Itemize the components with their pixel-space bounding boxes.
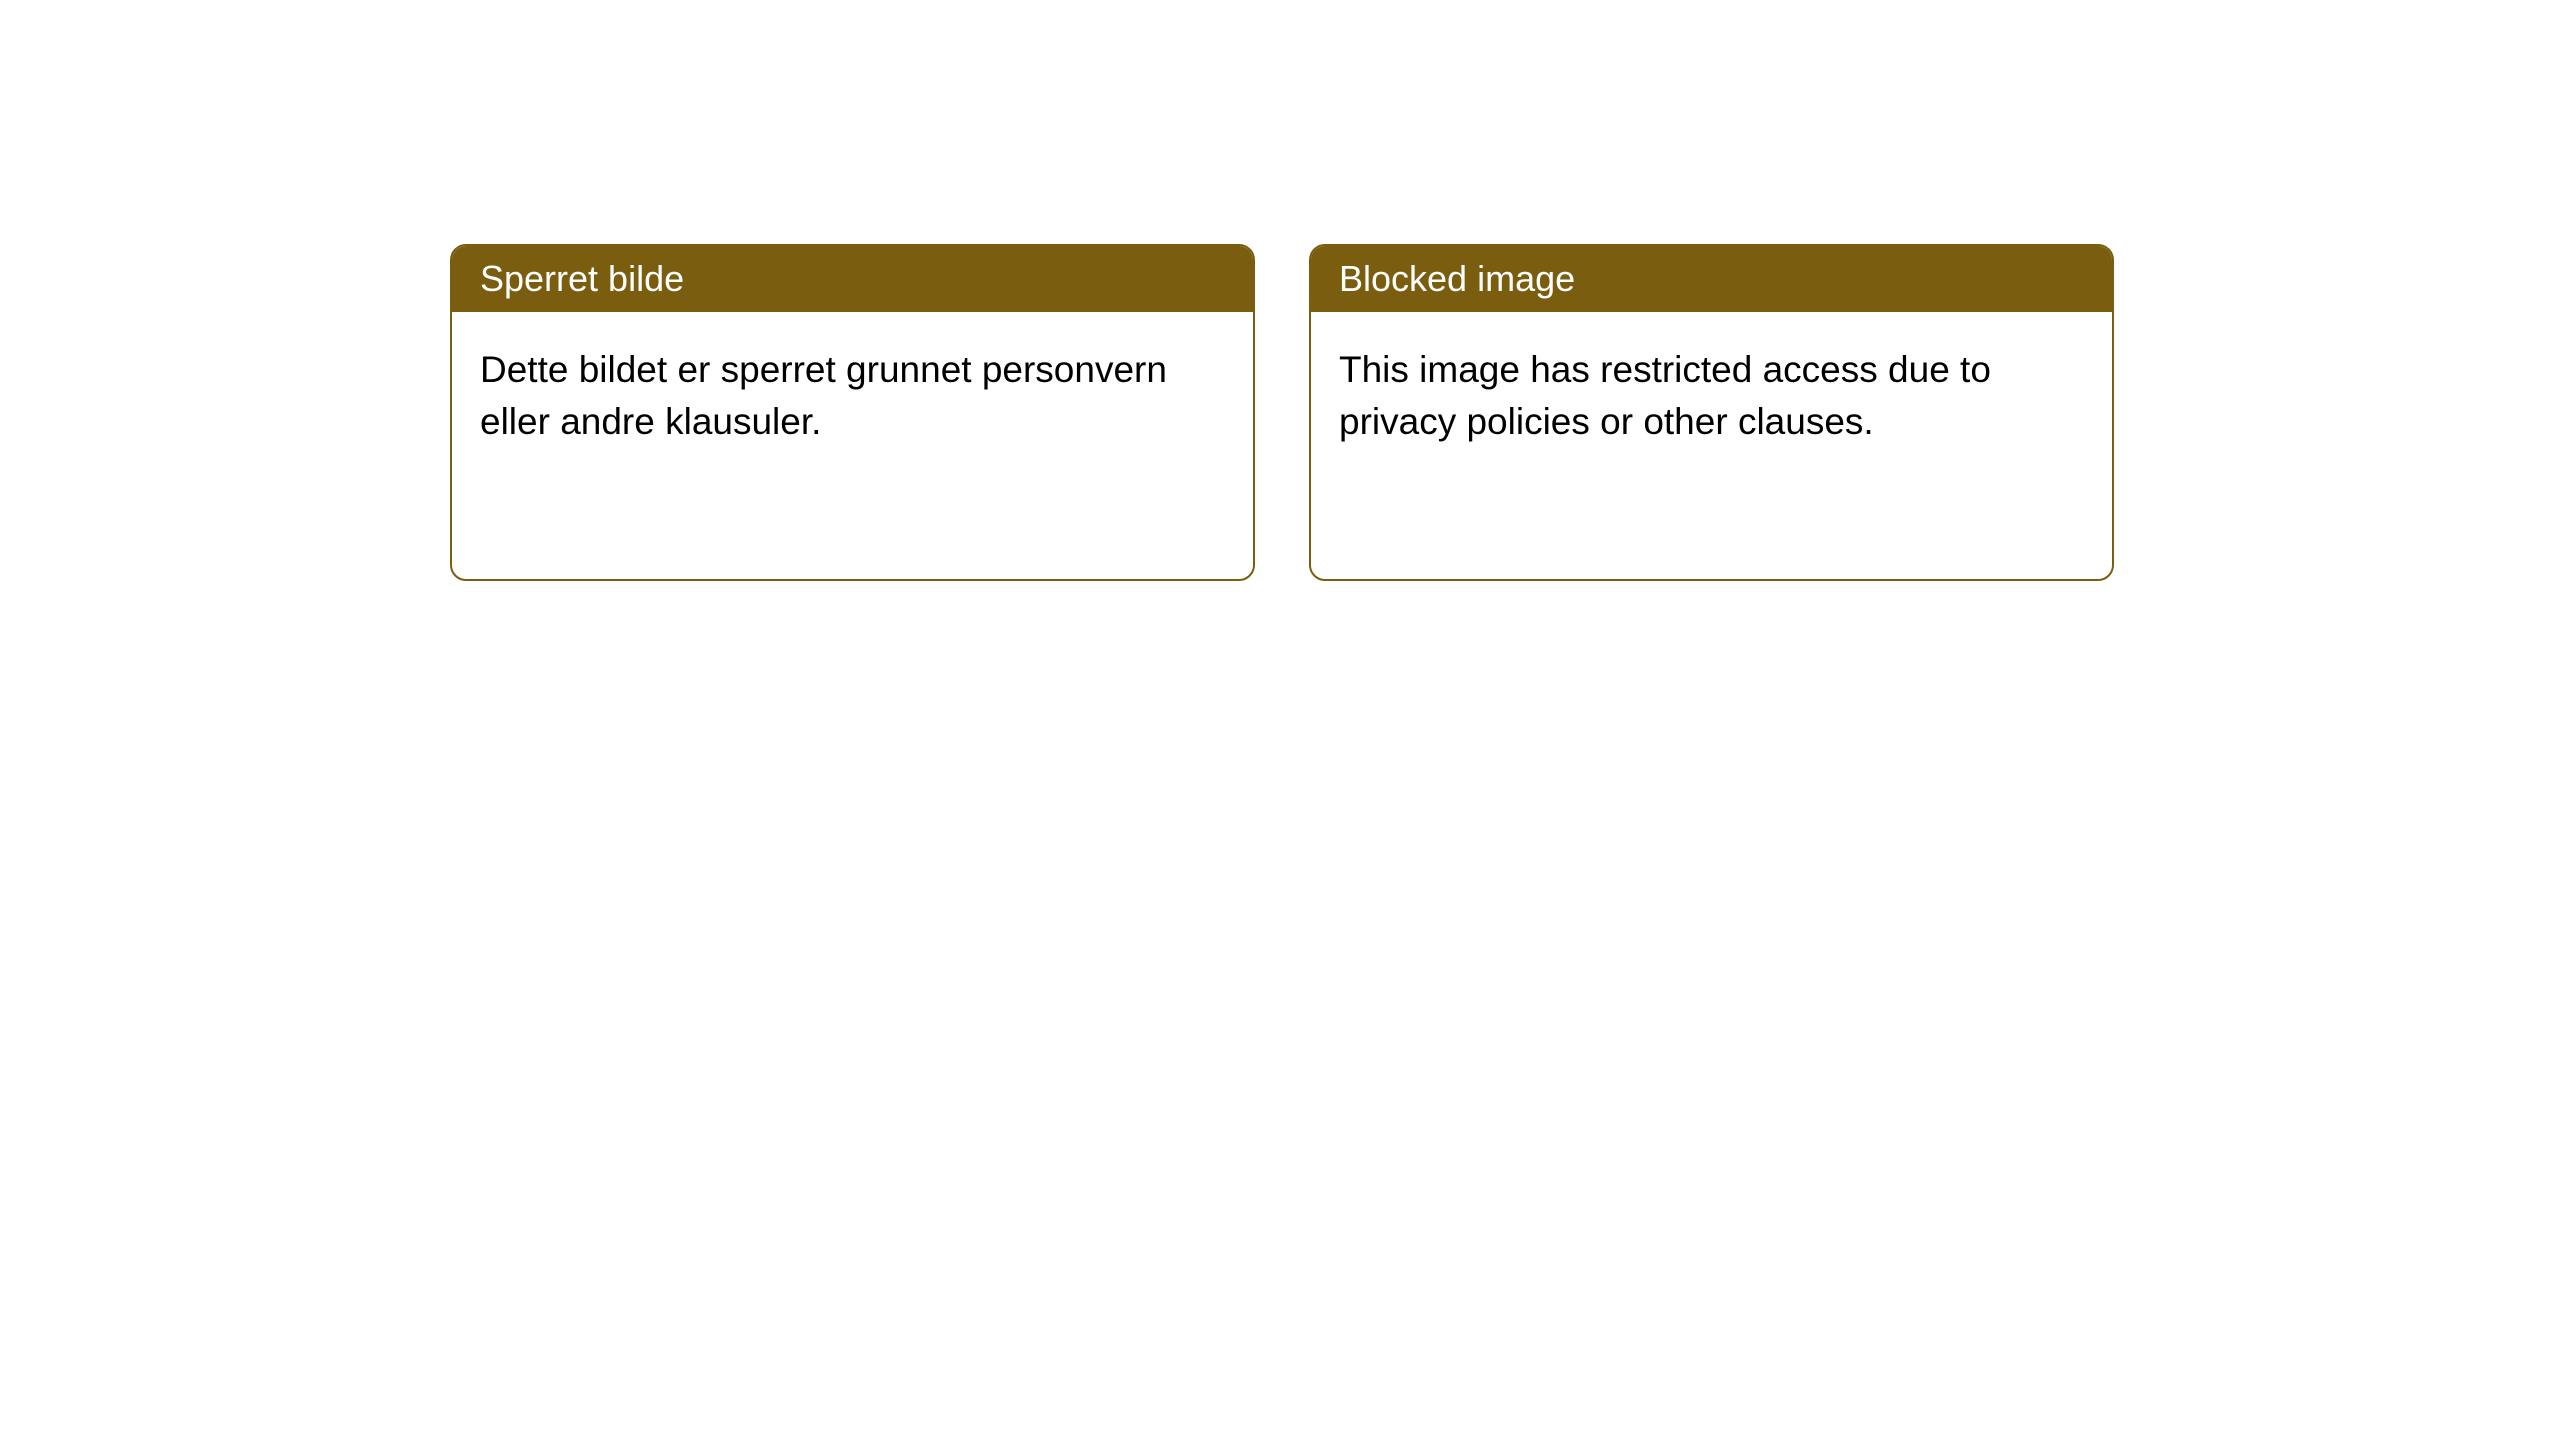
- card-text-no: Dette bildet er sperret grunnet personve…: [480, 349, 1167, 442]
- card-body-en: This image has restricted access due to …: [1311, 312, 2112, 480]
- blocked-image-card-no: Sperret bilde Dette bildet er sperret gr…: [450, 244, 1255, 581]
- card-header-en: Blocked image: [1311, 246, 2112, 312]
- card-title-no: Sperret bilde: [480, 258, 684, 299]
- card-text-en: This image has restricted access due to …: [1339, 349, 1991, 442]
- blocked-image-card-en: Blocked image This image has restricted …: [1309, 244, 2114, 581]
- card-title-en: Blocked image: [1339, 258, 1575, 299]
- blocked-image-cards: Sperret bilde Dette bildet er sperret gr…: [450, 244, 2114, 581]
- card-header-no: Sperret bilde: [452, 246, 1253, 312]
- card-body-no: Dette bildet er sperret grunnet personve…: [452, 312, 1253, 480]
